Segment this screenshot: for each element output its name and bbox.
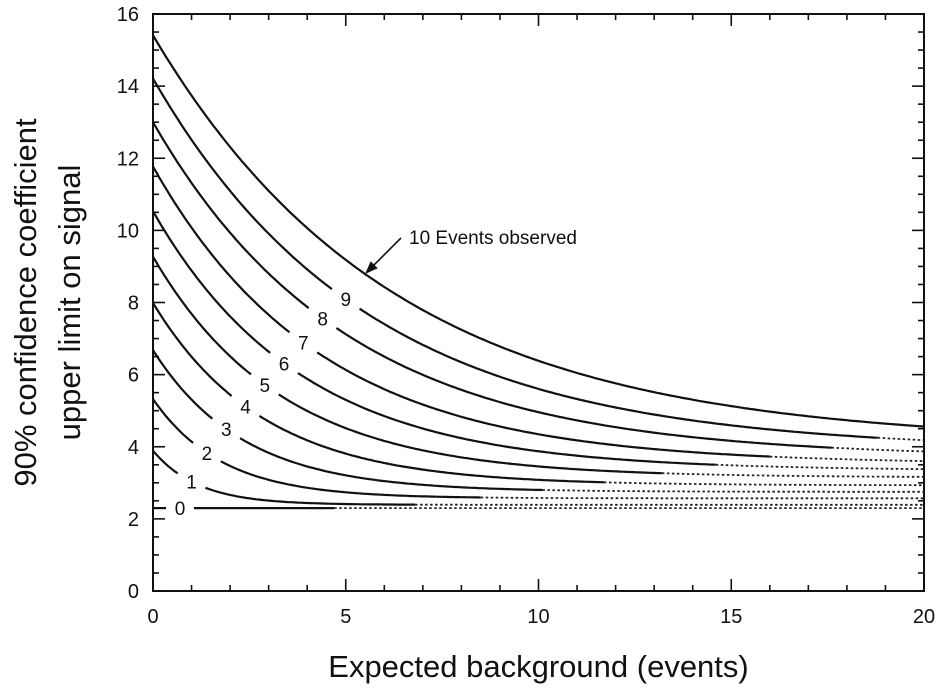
y-tick-label: 8 — [128, 293, 139, 315]
series-7-line — [316, 351, 770, 458]
y-tick-label: 16 — [117, 4, 139, 26]
series-6-label: 6 — [279, 354, 290, 375]
plot-frame — [152, 13, 925, 592]
series-7-dotted — [769, 455, 925, 462]
y-tick-label: 0 — [128, 581, 139, 603]
annotation-10-events: 10 Events observed — [365, 228, 577, 274]
curves — [152, 34, 925, 510]
series-3-line — [239, 437, 543, 492]
series-4-line — [258, 414, 605, 484]
series-2-line — [152, 398, 194, 444]
series-9-label: 9 — [340, 290, 351, 311]
axis-ticks — [152, 13, 925, 592]
series-3-line — [152, 349, 214, 420]
series-4-label: 4 — [240, 398, 251, 419]
x-axis-title: Expected background (events) — [328, 649, 748, 684]
series-8-line — [335, 327, 832, 449]
series-9-line — [152, 78, 333, 290]
series-9-line — [358, 307, 878, 439]
series-8-line — [152, 121, 310, 309]
series-0-label: 0 — [175, 499, 186, 520]
y-axis-title-line-2: upper limit on signal — [52, 165, 87, 441]
annotation-text: 10 Events observed — [409, 228, 577, 249]
series-6-line — [297, 372, 716, 466]
series-2-line — [220, 460, 481, 499]
series-4-line — [152, 302, 233, 397]
series-5-label: 5 — [260, 376, 271, 397]
series-2-dotted — [480, 496, 924, 500]
y-tick-label: 12 — [117, 148, 139, 170]
series-5-dotted — [661, 472, 925, 478]
y-tick-label: 2 — [128, 509, 139, 531]
series-1-line — [205, 486, 416, 506]
series-8-dotted — [831, 446, 925, 453]
series-2-label: 2 — [202, 444, 213, 465]
y-axis-title: 90% confidence coefficient upper limit o… — [8, 118, 87, 487]
x-tick-label: 0 — [147, 606, 158, 628]
series-4-dotted — [603, 481, 924, 487]
annotation-arrowhead — [365, 261, 378, 274]
series-5-line — [278, 393, 662, 475]
y-tick-label: 6 — [128, 365, 139, 387]
x-tick-label: 15 — [720, 606, 742, 628]
series-7-label: 7 — [298, 334, 309, 355]
annotation-arrow-line — [369, 237, 402, 270]
x-tick-label: 5 — [340, 606, 351, 628]
y-tick-label: 14 — [117, 76, 139, 98]
series-1-line — [152, 449, 179, 475]
x-tick-label: 20 — [913, 606, 935, 628]
series-10-line — [152, 34, 925, 428]
series-3-dotted — [542, 489, 924, 493]
series-8-label: 8 — [317, 309, 328, 330]
series-7-line — [152, 165, 291, 334]
series-3-label: 3 — [221, 420, 232, 441]
y-tick-label: 4 — [128, 437, 139, 459]
y-axis-title-line-1: 90% confidence coefficient — [8, 118, 43, 487]
x-tick-label: 10 — [527, 606, 549, 628]
series-6-dotted — [715, 463, 924, 470]
y-tick-label: 10 — [117, 220, 139, 242]
series-1-label: 1 — [186, 473, 197, 494]
series-5-line — [152, 256, 252, 376]
series-6-line — [152, 210, 271, 354]
series-9-dotted — [877, 436, 925, 442]
